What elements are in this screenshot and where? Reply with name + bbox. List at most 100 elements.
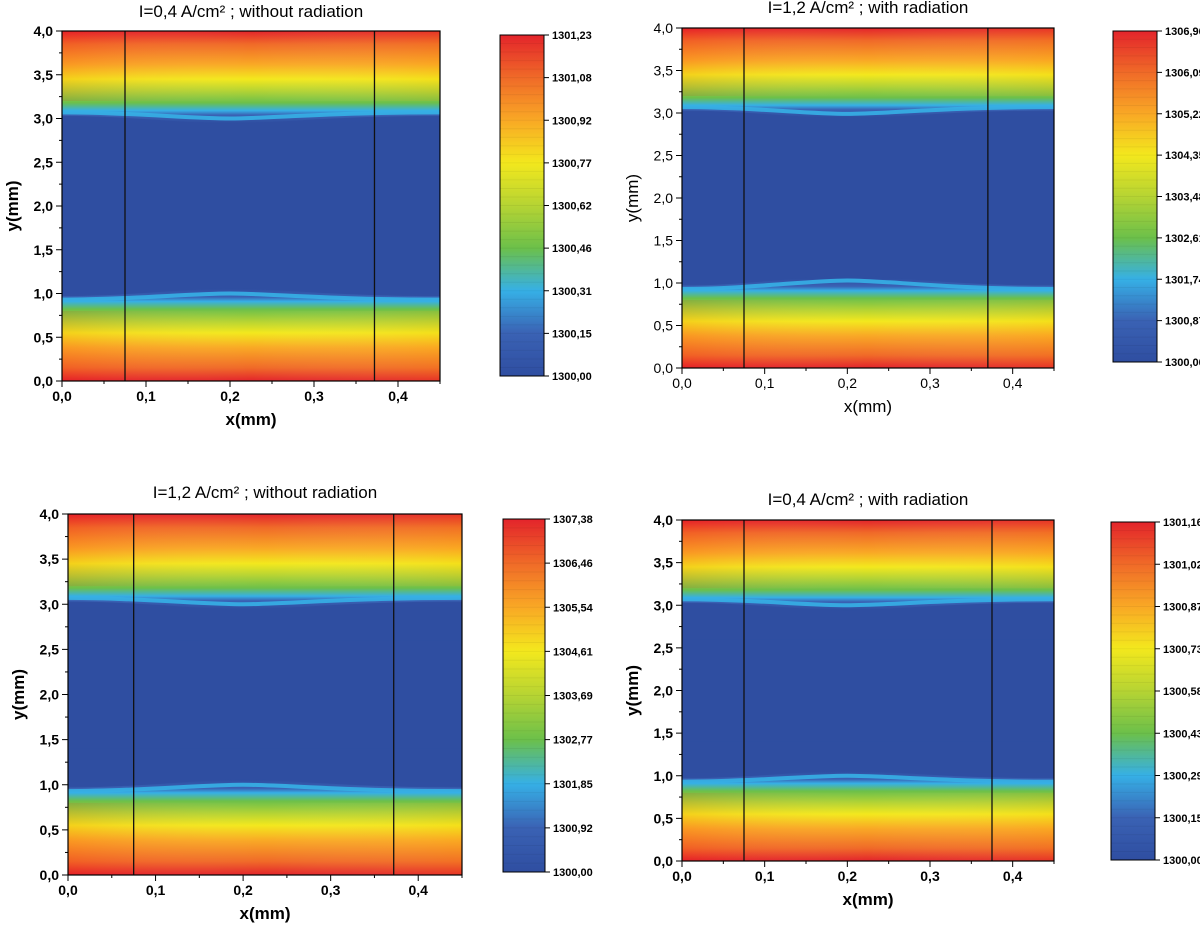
lower-interface — [62, 258, 440, 297]
colorbar-tick-label: 1304,61 — [553, 646, 593, 658]
colorbar-tick-label: 1300,43 — [1163, 728, 1200, 740]
heatmap-panel-2: 0,0 0,1 0,2 0,3 0,4 0,0 0,5 1,0 1,5 2,0 2,5 3,0 3,5 4… — [623, 0, 1200, 416]
colorbar-tick-label: 1300,87 — [1165, 316, 1200, 328]
y-tick-label: 3,5 — [654, 555, 674, 571]
colorbar-tick-label: 1301,16 — [1163, 517, 1200, 529]
upper-interface — [62, 115, 440, 154]
colorbar-tick-label: 1300,77 — [552, 158, 592, 170]
chart-title: I=1,2 A/cm² ; with radiation — [768, 0, 969, 17]
upper-interface — [68, 601, 462, 641]
y-tick-label: 1,0 — [34, 286, 54, 302]
x-tick-label: 0,1 — [755, 868, 775, 884]
colorbar-tick-label: 1300,73 — [1163, 644, 1200, 656]
colorbar-tick-label: 1305,54 — [553, 602, 594, 614]
colorbar — [1111, 522, 1155, 860]
lower-interface — [682, 741, 1054, 779]
colorbar-tick-label: 1306,09 — [1165, 67, 1200, 79]
lower-interface-line — [682, 773, 1054, 784]
colorbar — [503, 519, 545, 872]
x-tick-label: 0,2 — [838, 868, 858, 884]
heatmap-panel-3: 0,0 0,1 0,2 0,3 0,4 0,0 0,5 1,0 1,5 2,0 2,5 3,0 3,5 4… — [9, 483, 594, 923]
colorbar-tick-label: 1302,77 — [553, 735, 593, 747]
lower-interface — [682, 249, 1054, 286]
upper-interface — [682, 110, 1054, 147]
colorbar-tick-label: 1300,15 — [1163, 813, 1200, 825]
colorbar-tick-label: 1300,92 — [553, 823, 593, 835]
y-tick-label: 0,5 — [654, 810, 674, 826]
y-tick-label: 0,5 — [654, 318, 674, 334]
x-tick-label: 0,3 — [920, 375, 940, 391]
y-tick-label: 3,5 — [40, 551, 60, 567]
y-tick-label: 0,5 — [40, 822, 60, 838]
chart-title: I=0,4 A/cm² ; without radiation — [139, 2, 363, 21]
y-tick-label: 3,0 — [654, 597, 674, 613]
heatmap-panel-1: 0,0 0,1 0,2 0,3 0,4 0,0 0,5 1,0 1,5 2,0 2,5 3,0 3,5 4… — [3, 2, 592, 429]
x-tick-label: 0,4 — [1003, 375, 1023, 391]
y-tick-label: 4,0 — [654, 20, 674, 36]
y-tick-label: 2,0 — [34, 198, 54, 214]
y-axis-label: y(mm) — [9, 669, 28, 720]
x-axis-label: x(mm) — [844, 397, 892, 416]
x-tick-label: 0,1 — [136, 388, 156, 404]
y-axis-label: y(mm) — [623, 665, 642, 716]
colorbar-tick-label: 1301,23 — [552, 30, 592, 42]
y-tick-label: 2,0 — [654, 190, 674, 206]
y-tick-label: 4,0 — [40, 506, 60, 522]
y-tick-label: 0,0 — [34, 373, 54, 389]
x-tick-label: 0,0 — [58, 882, 78, 898]
y-tick-label: 4,0 — [34, 23, 54, 39]
lower-interface-line — [62, 291, 440, 302]
y-tick-label: 3,5 — [34, 67, 54, 83]
colorbar-tick-label: 1303,69 — [553, 691, 593, 703]
colorbar-tick-label: 1307,38 — [553, 514, 593, 526]
colorbar-tick-label: 1305,22 — [1165, 109, 1200, 121]
y-tick-label: 1,5 — [34, 242, 54, 258]
x-tick-label: 0,0 — [672, 868, 692, 884]
colorbar-tick-label: 1301,85 — [553, 779, 593, 791]
y-tick-label: 1,5 — [654, 725, 674, 741]
y-tick-label: 2,0 — [40, 687, 60, 703]
x-axis-label: x(mm) — [842, 890, 893, 909]
colorbar-tick-label: 1304,35 — [1165, 150, 1200, 162]
y-tick-label: 2,5 — [34, 154, 54, 170]
y-tick-label: 1,0 — [40, 777, 60, 793]
y-tick-label: 0,0 — [654, 853, 674, 869]
colorbar-tick-label: 1300,00 — [552, 371, 592, 383]
colorbar-tick-label: 1306,96 — [1165, 26, 1200, 38]
x-tick-label: 0,3 — [920, 868, 940, 884]
colorbar-tick-label: 1300,15 — [552, 328, 592, 340]
x-tick-label: 0,1 — [755, 375, 775, 391]
y-axis-label: y(mm) — [623, 174, 642, 222]
colorbar-tick-label: 1300,29 — [1163, 771, 1200, 783]
x-tick-label: 0,2 — [838, 375, 858, 391]
chart-title: I=0,4 A/cm² ; with radiation — [768, 490, 969, 509]
y-tick-label: 2,5 — [40, 641, 60, 657]
upper-interface-line — [682, 105, 1054, 116]
colorbar-tick-label: 1302,61 — [1165, 233, 1200, 245]
x-tick-label: 0,1 — [146, 882, 166, 898]
y-tick-label: 3,0 — [654, 105, 674, 121]
upper-interface — [682, 602, 1054, 640]
colorbar-tick-label: 1300,00 — [553, 867, 593, 879]
y-tick-label: 4,0 — [654, 512, 674, 528]
y-tick-label: 1,5 — [654, 233, 674, 249]
upper-interface-line — [682, 597, 1054, 608]
lower-interface — [68, 748, 462, 788]
colorbar-tick-label: 1300,87 — [1163, 602, 1200, 614]
x-tick-label: 0,0 — [52, 388, 72, 404]
y-tick-label: 0,0 — [40, 867, 60, 883]
y-tick-label: 3,0 — [40, 596, 60, 612]
colorbar-tick-label: 1300,00 — [1165, 357, 1200, 369]
colorbar-tick-label: 1300,62 — [552, 201, 592, 213]
y-tick-label: 3,0 — [34, 111, 54, 127]
y-tick-label: 2,5 — [654, 148, 674, 164]
heatmap-panel-4: 0,0 0,1 0,2 0,3 0,4 0,0 0,5 1,0 1,5 2,0 2,5 3,0 3,5 4… — [623, 490, 1200, 909]
x-tick-label: 0,3 — [304, 388, 324, 404]
x-tick-label: 0,4 — [408, 882, 428, 898]
y-tick-label: 0,0 — [654, 360, 674, 376]
x-tick-label: 0,0 — [672, 375, 692, 391]
y-tick-label: 1,0 — [654, 768, 674, 784]
x-axis-label: x(mm) — [239, 904, 290, 923]
x-tick-label: 0,4 — [388, 388, 408, 404]
colorbar-tick-label: 1300,31 — [552, 286, 592, 298]
